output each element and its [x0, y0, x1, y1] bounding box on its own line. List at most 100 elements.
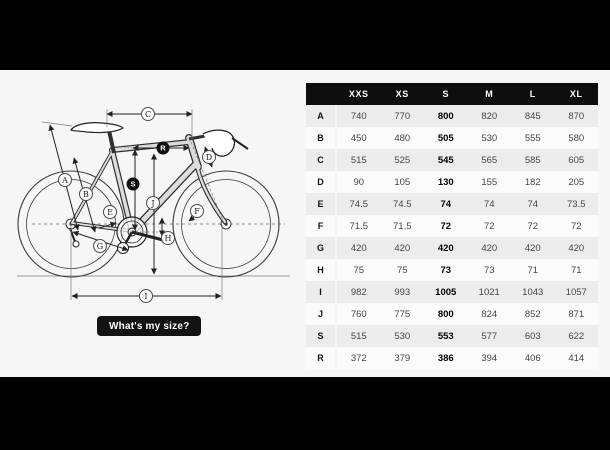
row-label: G — [306, 237, 337, 259]
value-cell: 74.5 — [393, 198, 412, 210]
diagram-label-A: A — [58, 173, 72, 187]
svg-text:J: J — [150, 199, 154, 208]
table-row-d: D 90 105 130 155 182 205 — [306, 171, 598, 193]
row-label: E — [306, 193, 337, 215]
value-cell: 130 — [437, 176, 454, 188]
svg-text:R: R — [160, 144, 166, 153]
value-cell: 75 — [353, 264, 365, 276]
value-cell: 74.5 — [349, 198, 369, 210]
value-cell: 553 — [437, 330, 454, 342]
value-cell: 75 — [396, 264, 408, 276]
diagram-label-B: B — [79, 187, 93, 201]
value-cell: 72 — [527, 220, 539, 232]
row-label: F — [306, 215, 337, 237]
svg-text:G: G — [97, 242, 103, 251]
diagram-label-J: J — [146, 196, 160, 210]
value-cell: 74 — [440, 198, 452, 210]
table-row-f: F 71.5 71.5 72 72 72 72 — [306, 215, 598, 237]
column-header-xs: XS — [395, 89, 409, 99]
row-label: D — [306, 171, 337, 193]
value-cell: 530 — [481, 132, 498, 144]
value-cell: 205 — [568, 176, 585, 188]
diagram-label-C: C — [141, 107, 155, 121]
diagram-label-R: R — [156, 141, 170, 155]
value-cell: 845 — [524, 110, 541, 122]
value-cell: 585 — [524, 154, 541, 166]
value-cell: 1005 — [435, 286, 457, 298]
diagram-label-D: D — [202, 150, 216, 164]
size-table-body: A 740 770 800 820 845 870 B 450 480 505 530 555 580 C 5… — [306, 105, 598, 369]
value-cell: 182 — [524, 176, 541, 188]
value-cell: 74 — [483, 198, 495, 210]
value-cell: 71 — [527, 264, 539, 276]
value-cell: 480 — [394, 132, 411, 144]
value-cell: 530 — [394, 330, 411, 342]
size-table-header: XXS XS S M L XL — [306, 83, 598, 105]
bike-diagram-svg: A B C D E F G H I J R S — [17, 107, 290, 303]
value-cell: 420 — [350, 242, 367, 254]
value-cell: 820 — [481, 110, 498, 122]
value-cell: 372 — [350, 352, 367, 364]
table-row-h: H 75 75 73 73 71 71 — [306, 259, 598, 281]
table-row-b: B 450 480 505 530 555 580 — [306, 127, 598, 149]
row-label: S — [306, 325, 337, 347]
value-cell: 74 — [527, 198, 539, 210]
value-cell: 775 — [394, 308, 411, 320]
svg-text:I: I — [144, 292, 147, 301]
value-cell: 72 — [570, 220, 582, 232]
value-cell: 394 — [481, 352, 498, 364]
value-cell: 605 — [568, 154, 585, 166]
value-cell: 824 — [481, 308, 498, 320]
table-row-i: I 982 993 1005 1021 1043 1057 — [306, 281, 598, 303]
column-header-m: M — [485, 89, 494, 99]
diagram-label-H: H — [161, 231, 175, 245]
svg-text:C: C — [145, 110, 151, 119]
table-row-a: A 740 770 800 820 845 870 — [306, 105, 598, 127]
value-cell: 852 — [524, 308, 541, 320]
column-header-xxs: XXS — [348, 89, 369, 99]
value-cell: 450 — [350, 132, 367, 144]
svg-text:D: D — [206, 153, 212, 162]
row-label: J — [306, 303, 337, 325]
value-cell: 982 — [350, 286, 367, 298]
top-black-band — [0, 0, 610, 70]
value-cell: 155 — [481, 176, 498, 188]
value-cell: 870 — [568, 110, 585, 122]
row-label: A — [306, 105, 337, 127]
svg-text:H: H — [165, 234, 172, 243]
value-cell: 90 — [353, 176, 365, 188]
value-cell: 1021 — [478, 286, 500, 298]
row-label: B — [306, 127, 337, 149]
table-row-c: C 515 525 545 565 585 605 — [306, 149, 598, 171]
value-cell: 515 — [350, 154, 367, 166]
value-cell: 622 — [568, 330, 585, 342]
table-row-j: J 760 775 800 824 852 871 — [306, 303, 598, 325]
whats-my-size-button[interactable]: What's my size? — [97, 316, 202, 336]
diagram-label-I: I — [139, 289, 153, 303]
diagram-label-F: F — [190, 204, 204, 218]
value-cell: 871 — [568, 308, 585, 320]
table-row-g: G 420 420 420 420 420 420 — [306, 237, 598, 259]
value-cell: 71.5 — [393, 220, 412, 232]
diagram-label-G: G — [93, 239, 107, 253]
bottom-black-band — [0, 377, 610, 450]
value-cell: 386 — [437, 352, 454, 364]
brake-lever — [231, 137, 249, 150]
value-cell: 72 — [440, 220, 452, 232]
value-cell: 420 — [524, 242, 541, 254]
value-cell: 800 — [437, 110, 454, 122]
value-cell: 770 — [394, 110, 411, 122]
value-cell: 505 — [437, 132, 454, 144]
value-cell: 72 — [483, 220, 495, 232]
value-cell: 105 — [394, 176, 411, 188]
crankset — [116, 216, 169, 254]
value-cell: 565 — [481, 154, 498, 166]
saddle — [70, 122, 124, 134]
value-cell: 420 — [481, 242, 498, 254]
table-row-r: R 372 379 386 394 406 414 — [306, 347, 598, 369]
value-cell: 420 — [568, 242, 585, 254]
value-cell: 603 — [524, 330, 541, 342]
bike-frame — [70, 134, 228, 236]
